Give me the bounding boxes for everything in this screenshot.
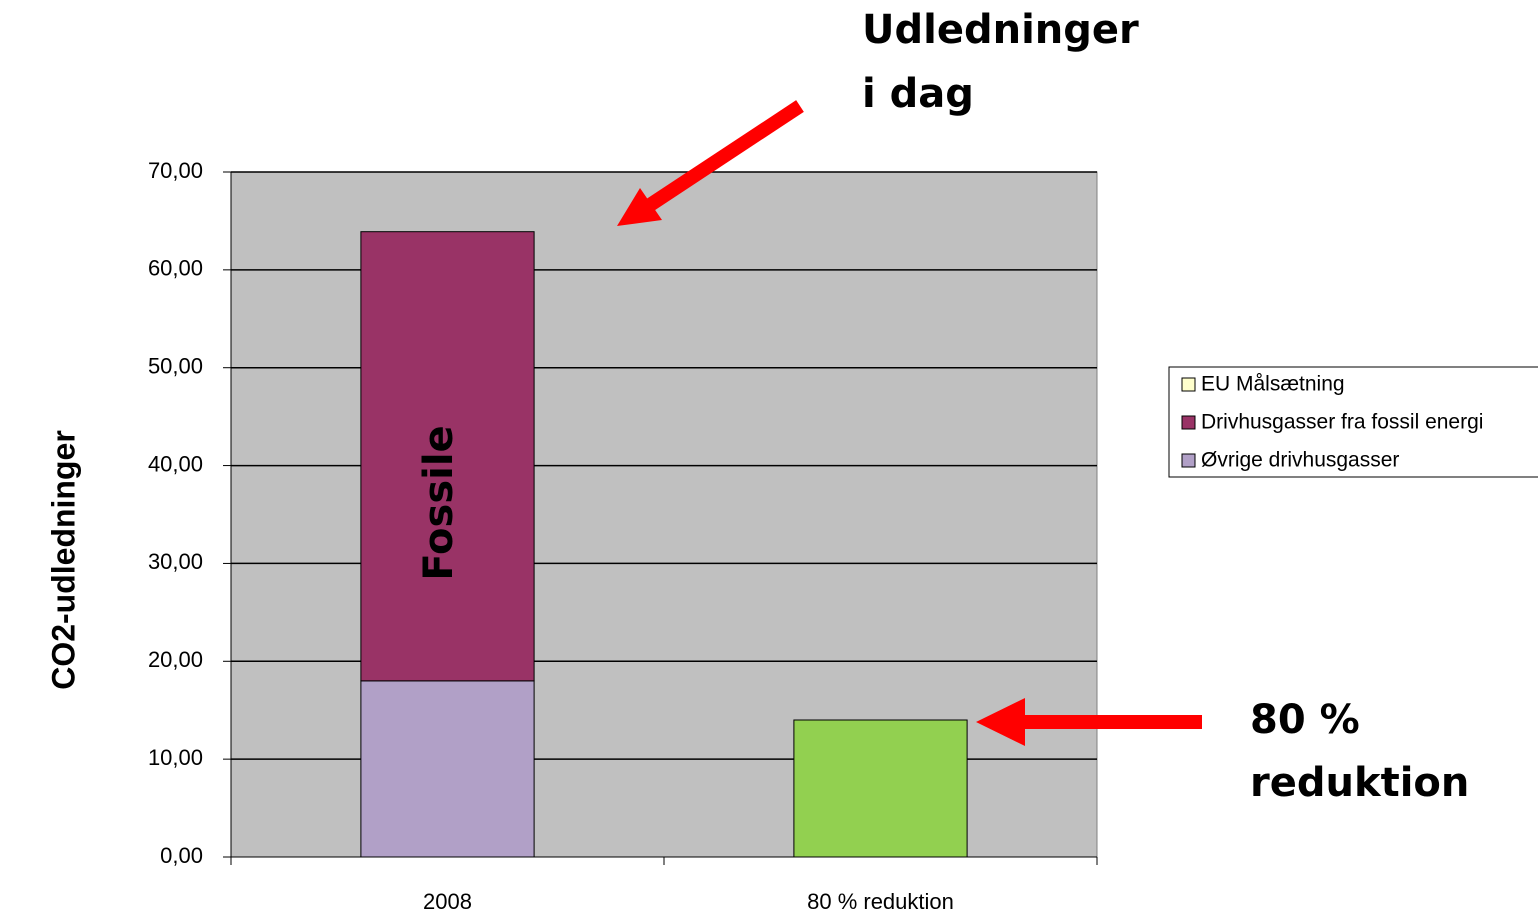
- annotation: reduktion: [1250, 760, 1469, 806]
- y-tick-label: 20,00: [148, 647, 203, 672]
- arrow: [617, 100, 804, 226]
- legend-label: EU Målsætning: [1201, 373, 1345, 396]
- arrow: [976, 698, 1202, 746]
- annotation: Udledninger: [862, 7, 1139, 53]
- legend-label: Øvrige drivhusgasser: [1201, 449, 1399, 472]
- legend: [1168, 366, 1538, 478]
- legend-swatch: [1181, 415, 1196, 430]
- bar-segment: [360, 231, 535, 682]
- bar-annotation: Fossile: [416, 425, 462, 580]
- y-tick-label: 60,00: [148, 256, 203, 281]
- y-tick-label: 50,00: [148, 354, 203, 379]
- bar-segment: [793, 719, 968, 858]
- y-tick-label: 0,00: [160, 843, 203, 868]
- x-tick-label: 80 % reduktion: [807, 889, 954, 914]
- legend-entries: EU Målsætning Drivhusgasser fra fossil en…: [1181, 373, 1483, 472]
- annotation: i dag: [862, 71, 974, 117]
- bars: [360, 231, 968, 858]
- y-tick-label: 30,00: [148, 549, 203, 574]
- x-tick-label: 2008: [423, 889, 472, 914]
- y-tick-label: 40,00: [148, 451, 203, 476]
- legend-swatch: [1181, 453, 1196, 468]
- y-tick-label: 10,00: [148, 745, 203, 770]
- y-tick-label: 70,00: [148, 158, 203, 183]
- bar-segment: [360, 680, 535, 858]
- legend-swatch: [1181, 377, 1196, 392]
- y-axis-label: CO2-udledninger: [45, 430, 81, 690]
- annotation: 80 %: [1250, 697, 1360, 743]
- legend-label: Drivhusgasser fra fossil energi: [1201, 411, 1483, 434]
